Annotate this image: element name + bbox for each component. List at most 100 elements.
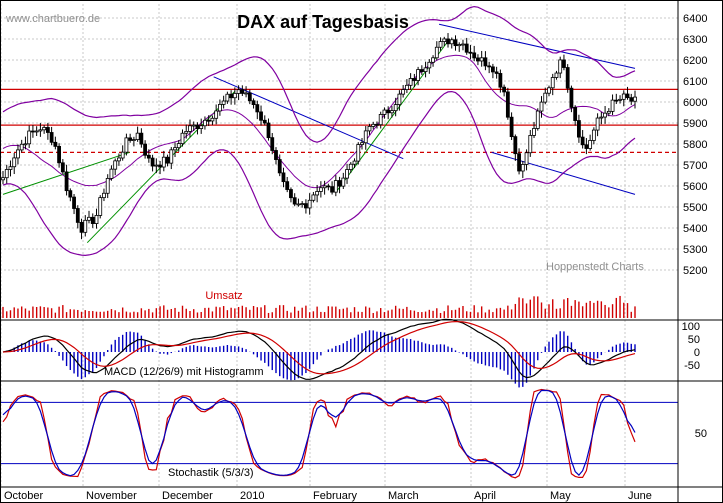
candle-body xyxy=(79,222,84,233)
candle-body xyxy=(45,127,50,133)
macd-tick-label: 0 xyxy=(694,347,700,359)
candle-body xyxy=(446,38,450,45)
candle-body xyxy=(143,143,148,156)
candle-body xyxy=(184,131,189,134)
month-label: October xyxy=(4,490,43,502)
candle-body xyxy=(251,100,256,106)
candle-body xyxy=(487,65,492,68)
candle-body xyxy=(528,135,533,154)
bollinger-lower-band xyxy=(2,90,636,257)
month-label: June xyxy=(628,490,652,502)
candle-body xyxy=(173,147,177,151)
candle-body xyxy=(57,145,61,164)
candle-body xyxy=(296,203,301,206)
candle-body xyxy=(431,57,435,63)
candle-body xyxy=(281,172,286,183)
candle-body xyxy=(591,129,596,141)
candle-body xyxy=(502,86,507,93)
candle-body xyxy=(520,164,525,172)
candle-body xyxy=(98,197,103,216)
candle-body xyxy=(633,96,637,102)
candle-body xyxy=(304,203,308,209)
stochastic-label: Stochastik (5/3/3) xyxy=(168,467,254,479)
candle-body xyxy=(558,59,563,74)
candle-body xyxy=(180,132,185,145)
candle-body xyxy=(315,191,320,196)
candle-body xyxy=(513,136,518,155)
chart-title: DAX auf Tagesbasis xyxy=(237,12,409,32)
candle-body xyxy=(262,119,267,124)
candle-body xyxy=(580,136,585,146)
price-tick-label: 6200 xyxy=(683,55,707,67)
candle-body xyxy=(423,67,428,73)
candle-body xyxy=(8,166,13,170)
candle-body xyxy=(169,149,174,164)
price-tick-label: 5400 xyxy=(683,223,707,235)
candle-body xyxy=(120,151,125,159)
candle-body xyxy=(621,93,626,100)
candle-body xyxy=(547,87,551,94)
month-label: November xyxy=(86,490,137,502)
candle-body xyxy=(629,97,634,102)
candle-body xyxy=(217,103,222,112)
candle-body xyxy=(214,110,219,119)
candle-body xyxy=(483,57,488,67)
candle-body xyxy=(427,61,432,69)
volume-label: Umsatz xyxy=(205,290,242,302)
trend-line xyxy=(438,23,636,69)
candle-body xyxy=(390,110,394,114)
price-tick-label: 5900 xyxy=(683,118,707,130)
candle-body xyxy=(345,169,349,179)
candle-body xyxy=(599,116,604,119)
candle-body xyxy=(135,132,140,140)
candle-body xyxy=(490,66,495,73)
candle-body xyxy=(12,157,17,168)
candle-body xyxy=(225,93,230,102)
macd-tick-label: 100 xyxy=(682,321,700,333)
candle-body xyxy=(292,197,297,205)
candle-body xyxy=(461,43,465,46)
candle-body xyxy=(517,153,521,172)
candle-body xyxy=(584,144,589,149)
macd-signal-line xyxy=(2,320,636,375)
candle-body xyxy=(416,69,421,81)
candle-body xyxy=(419,69,424,73)
candle-body xyxy=(113,160,118,170)
candle-body xyxy=(337,180,342,187)
price-tick-label: 6100 xyxy=(683,76,707,88)
candle-body xyxy=(397,93,402,106)
candle-body xyxy=(240,89,245,94)
candle-body xyxy=(479,57,484,62)
candle-body xyxy=(131,139,136,141)
candle-body xyxy=(618,98,622,101)
candle-body xyxy=(150,157,155,167)
macd-tick-label: -50 xyxy=(684,360,700,372)
candle-body xyxy=(554,72,559,78)
candle-body xyxy=(614,99,619,102)
candle-body xyxy=(158,164,162,168)
candle-body xyxy=(539,101,544,112)
candle-body xyxy=(247,92,252,102)
candle-body xyxy=(266,122,271,139)
candle-body xyxy=(453,39,458,47)
price-tick-label: 5700 xyxy=(683,160,707,172)
candle-body xyxy=(603,112,607,118)
candle-body xyxy=(19,143,24,151)
candle-body xyxy=(577,120,581,138)
candle-body xyxy=(468,51,473,54)
candle-body xyxy=(203,119,207,127)
candle-body xyxy=(229,93,234,99)
candle-body xyxy=(318,187,323,192)
candle-body xyxy=(42,127,47,131)
candle-body xyxy=(124,137,129,153)
candle-body xyxy=(569,87,574,108)
candle-body xyxy=(565,67,570,89)
candle-body xyxy=(1,177,5,181)
month-label: April xyxy=(474,490,496,502)
stochastic-tick-label: 50 xyxy=(695,428,707,440)
candle-body xyxy=(64,171,69,192)
candle-body xyxy=(16,149,20,159)
candle-body xyxy=(532,128,536,136)
